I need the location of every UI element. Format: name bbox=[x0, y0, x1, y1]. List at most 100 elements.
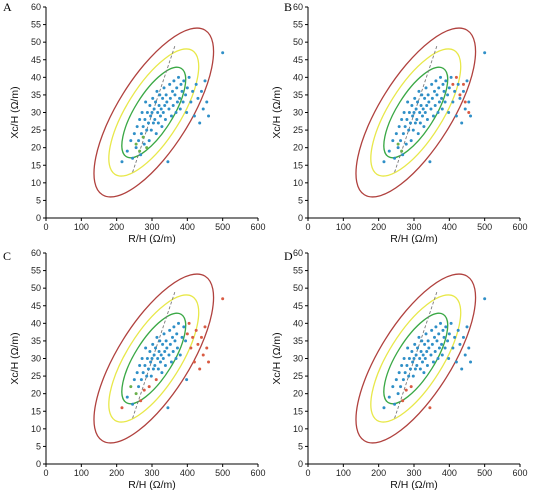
data-point bbox=[177, 321, 180, 325]
y-tick-label: 15 bbox=[293, 406, 303, 416]
data-point bbox=[139, 153, 143, 157]
data-point bbox=[167, 107, 171, 111]
data-point bbox=[408, 367, 412, 371]
data-point-red bbox=[187, 321, 191, 325]
y-tick-label: 35 bbox=[293, 90, 303, 100]
ellipse-95 bbox=[355, 27, 477, 198]
data-point bbox=[430, 96, 434, 100]
data-point bbox=[153, 364, 157, 368]
data-point bbox=[456, 328, 460, 332]
x-tick-label: 400 bbox=[442, 222, 457, 232]
data-point bbox=[179, 82, 183, 86]
data-point bbox=[157, 349, 161, 353]
data-point bbox=[425, 118, 429, 122]
data-point bbox=[156, 357, 160, 360]
data-point bbox=[446, 93, 450, 97]
data-point bbox=[447, 357, 451, 360]
x-axis-label: R/H (Ω/m) bbox=[390, 233, 438, 245]
panel-letter: B bbox=[284, 0, 292, 14]
ellipse-95 bbox=[93, 27, 215, 198]
data-point bbox=[414, 353, 418, 357]
y-tick-label: 40 bbox=[293, 72, 303, 82]
data-point bbox=[442, 335, 446, 339]
y-tick-label: 55 bbox=[31, 20, 41, 30]
data-point bbox=[401, 132, 405, 136]
y-tick-label: 25 bbox=[31, 125, 41, 135]
data-point bbox=[402, 357, 406, 360]
data-point bbox=[161, 342, 165, 346]
data-point bbox=[178, 353, 182, 357]
data-point bbox=[425, 103, 429, 107]
y-tick-label: 40 bbox=[31, 318, 41, 328]
data-point bbox=[424, 86, 428, 90]
y-tick-label: 60 bbox=[31, 248, 41, 258]
data-point bbox=[393, 156, 397, 160]
data-point bbox=[412, 357, 416, 360]
data-point bbox=[175, 332, 179, 336]
y-tick-label: 35 bbox=[293, 336, 303, 346]
data-point bbox=[172, 79, 176, 83]
data-point bbox=[422, 125, 426, 129]
data-point bbox=[447, 111, 451, 114]
data-point bbox=[173, 339, 177, 343]
y-tick-label: 0 bbox=[36, 213, 41, 223]
data-point-red bbox=[194, 328, 198, 332]
data-point bbox=[131, 156, 135, 160]
data-point bbox=[418, 121, 422, 125]
data-point bbox=[454, 360, 458, 364]
y-tick-label: 50 bbox=[293, 283, 303, 293]
data-point-red bbox=[198, 367, 202, 371]
data-point bbox=[189, 100, 193, 104]
data-point bbox=[426, 339, 430, 343]
data-point bbox=[175, 346, 179, 350]
data-point bbox=[411, 128, 415, 132]
y-tick-label: 45 bbox=[31, 55, 41, 65]
data-point bbox=[460, 121, 464, 125]
data-point bbox=[394, 378, 398, 382]
data-point bbox=[156, 367, 160, 371]
data-point bbox=[151, 96, 155, 100]
y-tick-label: 50 bbox=[31, 283, 41, 293]
data-point bbox=[436, 357, 440, 360]
data-point bbox=[416, 100, 420, 104]
y-axis-label: Xc/H (Ω/m) bbox=[271, 86, 283, 138]
data-point bbox=[483, 51, 487, 55]
data-point bbox=[139, 378, 143, 382]
data-point bbox=[421, 353, 425, 357]
y-tick-label: 30 bbox=[293, 108, 303, 118]
data-point bbox=[423, 357, 427, 360]
data-point bbox=[194, 82, 198, 86]
data-point bbox=[140, 111, 144, 114]
data-point bbox=[447, 86, 451, 90]
data-point bbox=[142, 142, 146, 146]
data-point bbox=[134, 146, 138, 150]
data-point bbox=[437, 332, 441, 336]
data-point bbox=[433, 103, 437, 107]
data-point bbox=[157, 103, 161, 107]
data-point-green bbox=[145, 146, 149, 150]
data-point bbox=[443, 100, 447, 104]
data-point bbox=[178, 96, 182, 100]
data-point bbox=[171, 103, 175, 107]
data-point bbox=[156, 111, 160, 114]
data-point bbox=[440, 107, 444, 111]
y-tick-label: 40 bbox=[293, 318, 303, 328]
data-point bbox=[418, 367, 422, 371]
data-point bbox=[161, 357, 165, 360]
data-point-red bbox=[221, 297, 225, 301]
x-tick-label: 300 bbox=[144, 222, 159, 232]
data-point bbox=[401, 153, 405, 157]
y-tick-label: 55 bbox=[293, 20, 303, 30]
data-point bbox=[167, 353, 171, 357]
data-point bbox=[172, 325, 176, 329]
x-axis-label: R/H (Ω/m) bbox=[128, 479, 176, 490]
data-point bbox=[148, 103, 152, 107]
data-point bbox=[146, 121, 150, 125]
y-tick-label: 5 bbox=[298, 441, 303, 451]
data-point bbox=[427, 100, 431, 104]
ellipse-75 bbox=[370, 294, 462, 423]
x-tick-label: 100 bbox=[336, 222, 351, 232]
data-point bbox=[154, 100, 158, 104]
data-point bbox=[420, 339, 424, 343]
data-point-red bbox=[203, 325, 207, 329]
